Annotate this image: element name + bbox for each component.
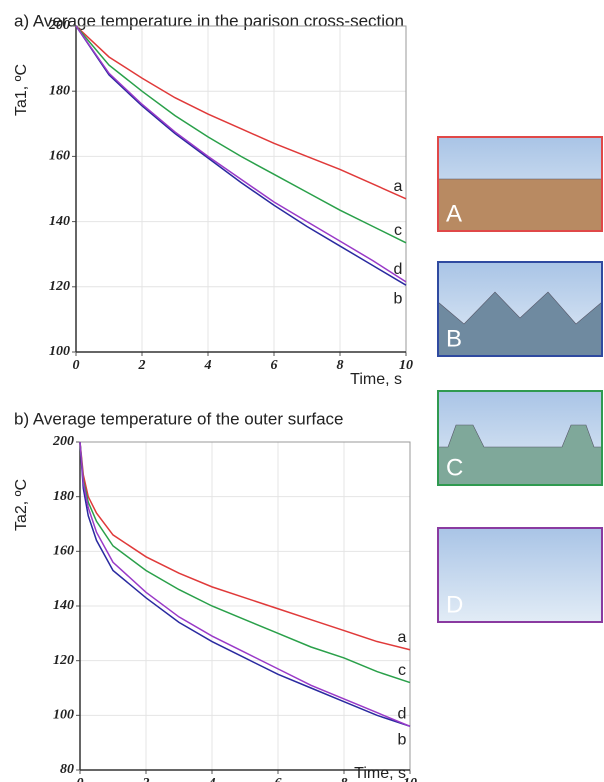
- panel-label: C: [446, 454, 463, 481]
- x-tick-label: 10: [403, 776, 417, 782]
- x-tick-label: 8: [341, 776, 348, 782]
- panel-label: B: [446, 325, 462, 352]
- x-tick-label: 8: [337, 358, 344, 373]
- x-tick-label: 6: [271, 358, 278, 373]
- panel-frame: [437, 136, 603, 232]
- y-tick-label: 200: [52, 434, 74, 449]
- chart-title: b) Average temperature of the outer surf…: [14, 409, 344, 428]
- series-label: d: [394, 261, 403, 278]
- y-tick-label: 180: [49, 83, 70, 98]
- panels: A B C D: [437, 136, 603, 623]
- series-label: d: [398, 705, 407, 722]
- series-line: [79, 441, 411, 684]
- series-label: a: [398, 629, 407, 646]
- y-tick-label: 140: [53, 598, 74, 613]
- y-tick-label: 100: [53, 708, 74, 723]
- series-line: [75, 25, 407, 286]
- y-tick-label: 120: [49, 279, 70, 294]
- series-line: [75, 25, 407, 244]
- panel-frame: [437, 261, 603, 357]
- y-axis-label: Ta1, ºC: [13, 64, 30, 116]
- x-tick-label: 6: [275, 776, 282, 782]
- series-line: [79, 441, 411, 727]
- panel-sky: [438, 528, 602, 622]
- series-line: [75, 25, 407, 283]
- panel-label: D: [446, 591, 463, 618]
- y-tick-label: 100: [49, 344, 70, 359]
- x-axis-label: Time, s: [350, 371, 402, 388]
- x-tick-label: 4: [208, 776, 216, 782]
- panel-label: A: [446, 200, 462, 227]
- panel-ground: [437, 178, 603, 232]
- y-tick-label: 160: [53, 544, 74, 559]
- series-label: c: [398, 662, 406, 679]
- series-label: b: [398, 731, 407, 748]
- y-tick-label: 160: [49, 149, 70, 164]
- y-tick-label: 200: [48, 18, 70, 33]
- series-line: [79, 441, 411, 651]
- y-tick-label: 180: [53, 489, 74, 504]
- y-tick-label: 140: [49, 214, 70, 229]
- series-label: a: [394, 178, 403, 195]
- x-tick-label: 4: [204, 358, 212, 373]
- x-tick-label: 10: [399, 358, 413, 373]
- chart-title: a) Average temperature in the parison cr…: [14, 11, 404, 30]
- x-tick-label: 2: [138, 358, 146, 373]
- x-tick-label: 0: [73, 358, 80, 373]
- x-axis-label: Time, s: [354, 765, 406, 782]
- y-axis-label: Ta2, ºC: [13, 479, 30, 531]
- series-line: [75, 25, 407, 200]
- y-tick-label: 80: [60, 762, 74, 777]
- y-tick-label: 120: [53, 653, 74, 668]
- x-tick-label: 2: [142, 776, 150, 782]
- panel-frame: [437, 527, 603, 623]
- series-line: [79, 441, 411, 727]
- x-tick-label: 0: [77, 776, 84, 782]
- series-label: b: [394, 290, 403, 307]
- panel-frame: [437, 390, 603, 486]
- series-label: c: [394, 222, 402, 239]
- plot-frame: [75, 25, 407, 353]
